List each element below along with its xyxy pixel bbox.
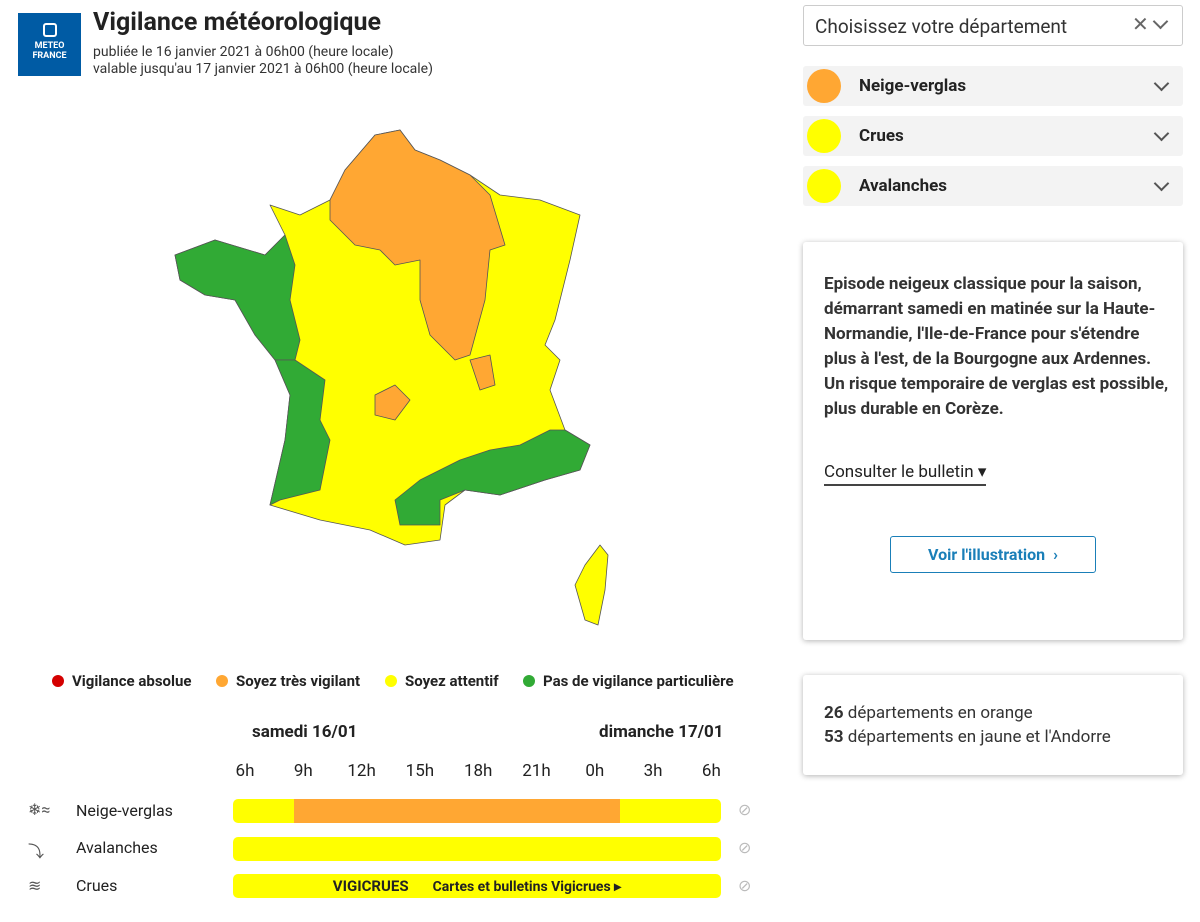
phenomenon-item[interactable]: Avalanches xyxy=(803,166,1183,206)
icon-floods: ≋ xyxy=(28,876,42,895)
stat-text: départements en jaune et l'Andorre xyxy=(847,727,1111,747)
day-label: dimanche 17/01 xyxy=(599,722,724,742)
region-orange[interactable] xyxy=(374,384,411,421)
hour-label: 18h xyxy=(463,761,493,781)
hour-label: 6h xyxy=(235,761,255,781)
legend-label: Vigilance absolue xyxy=(72,672,192,690)
day-label: samedi 16/01 xyxy=(252,722,358,742)
stat-count: 53 xyxy=(824,727,844,747)
legend-dot xyxy=(216,675,228,687)
consult-dropdown[interactable]: Consulter le bulletin ▾ xyxy=(824,462,987,486)
region-green[interactable] xyxy=(394,429,591,526)
logo-line: METEO xyxy=(34,41,65,51)
clear-icon[interactable]: ✕ xyxy=(1132,12,1149,36)
legend-dot xyxy=(385,675,397,687)
vigicrues-logo: VIGICRUES xyxy=(332,877,409,895)
stat-line: 53 départements en jaune et l'Andorre xyxy=(824,727,1111,747)
consult-label: Consulter le bulletin xyxy=(824,462,974,482)
stats-card: 26 départements en orange 53 département… xyxy=(803,675,1183,775)
phenomenon-label: Avalanches xyxy=(859,176,948,196)
row-label: Neige-verglas xyxy=(76,801,173,820)
row-label: Avalanches xyxy=(76,838,158,857)
title: Vigilance météorologique xyxy=(93,8,381,37)
legend-label: Soyez très vigilant xyxy=(236,672,361,690)
phenomenon-label: Crues xyxy=(859,126,904,146)
stat-line: 26 départements en orange xyxy=(824,703,1033,723)
region-green[interactable] xyxy=(174,234,301,361)
stat-count: 26 xyxy=(824,703,844,723)
bulletin-card: Episode neigeux classique pour la saison… xyxy=(803,242,1183,640)
published: publiée le 16 janvier 2021 à 06h00 (heur… xyxy=(93,44,394,60)
region-yellow[interactable] xyxy=(574,544,609,626)
illustration-button[interactable]: Voir l'illustration › xyxy=(890,536,1096,573)
hour-label: 6h xyxy=(701,761,721,781)
hour-label: 21h xyxy=(522,761,551,781)
icon-snow: ❄≈ xyxy=(28,800,51,819)
hour-label: 9h xyxy=(293,761,313,781)
chevron xyxy=(1153,125,1170,142)
region-green[interactable] xyxy=(269,359,331,506)
hour-label: 3h xyxy=(643,761,663,781)
icon xyxy=(807,69,841,103)
hide-icon[interactable]: ⊘ xyxy=(738,800,752,819)
timeline-bar[interactable] xyxy=(233,799,721,823)
logo-line: FRANCE xyxy=(32,51,67,61)
chevron xyxy=(1153,175,1170,192)
map[interactable] xyxy=(0,100,640,640)
chevron xyxy=(1153,75,1170,92)
logo[interactable]: METEO FRANCE xyxy=(18,13,81,76)
department-select[interactable]: Choisissez votre département ✕ xyxy=(803,5,1183,46)
select-placeholder: Choisissez votre département xyxy=(815,15,1068,38)
hide-icon[interactable]: ⊘ xyxy=(738,876,752,895)
phenomenon-item[interactable]: Crues xyxy=(803,116,1183,156)
vigicrues-banner[interactable]: VIGICRUES Cartes et bulletins Vigicrues ▸ xyxy=(233,874,721,898)
hour-label: 15h xyxy=(405,761,435,781)
hour-label: 12h xyxy=(347,761,376,781)
hour-label: 0h xyxy=(585,761,605,781)
legend-label: Soyez attentif xyxy=(405,672,499,690)
legend-dot xyxy=(523,675,535,687)
phenomenon-label: Neige-verglas xyxy=(859,76,967,96)
icon-avalanche: ⤵ xyxy=(28,842,45,861)
timeline-segment-orange xyxy=(294,799,620,823)
hide-icon[interactable]: ⊘ xyxy=(738,838,752,857)
icon xyxy=(807,169,841,203)
region-orange[interactable] xyxy=(329,129,506,361)
dropdown-icon[interactable] xyxy=(1152,13,1169,30)
row-label: Crues xyxy=(76,876,118,895)
region-orange[interactable] xyxy=(469,354,496,391)
stat-text: départements en orange xyxy=(847,703,1033,723)
legend-label: Pas de vigilance particulière xyxy=(543,672,734,690)
legend-dot xyxy=(52,675,64,687)
phenomenon-item[interactable]: Neige-verglas xyxy=(803,66,1183,106)
icon xyxy=(807,119,841,153)
button-label: Voir l'illustration xyxy=(928,545,1046,564)
vigicrues-link[interactable]: Cartes et bulletins Vigicrues xyxy=(432,879,611,895)
valid: valable jusqu'au 17 janvier 2021 à 06h00… xyxy=(93,61,433,77)
timeline-bar[interactable] xyxy=(233,837,721,861)
bulletin-text: Episode neigeux classique pour la saison… xyxy=(824,274,1169,419)
